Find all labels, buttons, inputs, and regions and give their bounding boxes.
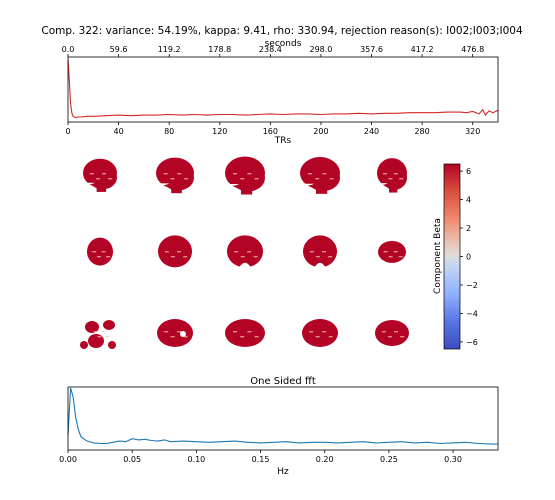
fft-xtick-label: 0.25 xyxy=(380,455,398,464)
colorbar-tick-label: −4 xyxy=(466,309,478,318)
axial-slice-4 xyxy=(302,319,338,347)
colorbar-tick-label: 4 xyxy=(466,196,471,205)
colorbar: 6 4 2 0 −2 −4 −6 Component Beta xyxy=(433,163,478,350)
colorbar-ticks: 6 4 2 0 −2 −4 −6 xyxy=(460,167,478,347)
timeseries-xtick-label: 40 xyxy=(113,127,123,136)
fft-line xyxy=(67,387,498,445)
timeseries-x2tick-label: 417.2 xyxy=(411,45,434,54)
fft-ticks: 0.00 0.05 0.10 0.15 0.20 0.25 0.30 xyxy=(59,450,462,464)
sagittal-slice-5 xyxy=(377,158,407,193)
fft-xlabel: Hz xyxy=(277,467,289,477)
figure-title: Comp. 322: variance: 54.19%, kappa: 9.41… xyxy=(41,25,523,37)
axial-slice-2 xyxy=(157,319,193,347)
coronal-slice-2 xyxy=(158,235,192,268)
timeseries-x2tick-label: 178.8 xyxy=(208,45,231,54)
coronal-slice-4 xyxy=(303,235,337,269)
timeseries-bottom-ticks: 0 40 80 120 160 200 240 280 320 xyxy=(65,122,480,136)
axial-slice-3 xyxy=(225,319,265,347)
timeseries-panel: seconds 0.0 59.6 119.2 178.8 238.4 298.0 357.6… xyxy=(62,39,499,146)
coronal-slice-1 xyxy=(87,237,113,266)
fft-xtick-label: 0.15 xyxy=(252,455,270,464)
timeseries-top-ticks: 0.0 59.6 119.2 178.8 238.4 298.0 357.6 417.2 476… xyxy=(62,45,484,57)
coronal-slice-5 xyxy=(378,240,406,263)
colorbar-tick-label: −2 xyxy=(466,281,478,290)
timeseries-xtick-label: 0 xyxy=(65,127,70,136)
timeseries-x2tick-label: 119.2 xyxy=(158,45,181,54)
timeseries-x2tick-label: 357.6 xyxy=(360,45,383,54)
fft-axes xyxy=(67,386,499,451)
timeseries-xtick-label: 80 xyxy=(164,127,174,136)
colorbar-tick-label: 6 xyxy=(466,167,471,176)
timeseries-xtick-label: 280 xyxy=(414,127,429,136)
timeseries-x2tick-label: 59.6 xyxy=(110,45,128,54)
axial-slice-1 xyxy=(80,320,116,349)
sagittal-slice-4 xyxy=(300,157,341,194)
timeseries-x2tick-label: 238.4 xyxy=(259,45,282,54)
fft-title: One Sided fft xyxy=(250,376,316,387)
timeseries-xtick-label: 320 xyxy=(465,127,480,136)
timeseries-x2label: seconds xyxy=(265,39,302,49)
fft-xtick-label: 0.00 xyxy=(59,455,77,464)
fft-xtick-label: 0.10 xyxy=(187,455,205,464)
colorbar-tick-label: 0 xyxy=(466,253,471,262)
axial-slice-5 xyxy=(375,320,409,346)
colorbar-gradient xyxy=(443,163,461,350)
coronal-slice-3 xyxy=(227,235,263,269)
sagittal-slice-2 xyxy=(156,157,194,194)
timeseries-xtick-label: 240 xyxy=(364,127,379,136)
timeseries-line xyxy=(67,58,499,119)
sagittal-slice-3 xyxy=(225,156,265,195)
timeseries-xtick-label: 160 xyxy=(263,127,278,136)
timeseries-x2tick-label: 0.0 xyxy=(62,45,75,54)
timeseries-x2tick-label: 298.0 xyxy=(309,45,332,54)
fft-panel: One Sided fft 0.00 0.05 0.10 0.15 0.20 0.25 0.… xyxy=(59,376,499,477)
fft-xtick-label: 0.20 xyxy=(316,455,334,464)
timeseries-axes xyxy=(67,56,499,123)
timeseries-x2tick-label: 476.8 xyxy=(461,45,484,54)
sagittal-slice-1 xyxy=(83,158,117,192)
timeseries-xtick-label: 120 xyxy=(212,127,227,136)
colorbar-tick-label: 2 xyxy=(466,224,471,233)
timeseries-xlabel: TRs xyxy=(274,136,292,146)
colorbar-label: Component Beta xyxy=(433,218,443,294)
fft-xtick-label: 0.05 xyxy=(123,455,141,464)
timeseries-xtick-label: 200 xyxy=(313,127,328,136)
colorbar-tick-label: −6 xyxy=(466,338,478,347)
brain-slice-grid xyxy=(80,156,409,349)
fft-xtick-label: 0.30 xyxy=(444,455,462,464)
